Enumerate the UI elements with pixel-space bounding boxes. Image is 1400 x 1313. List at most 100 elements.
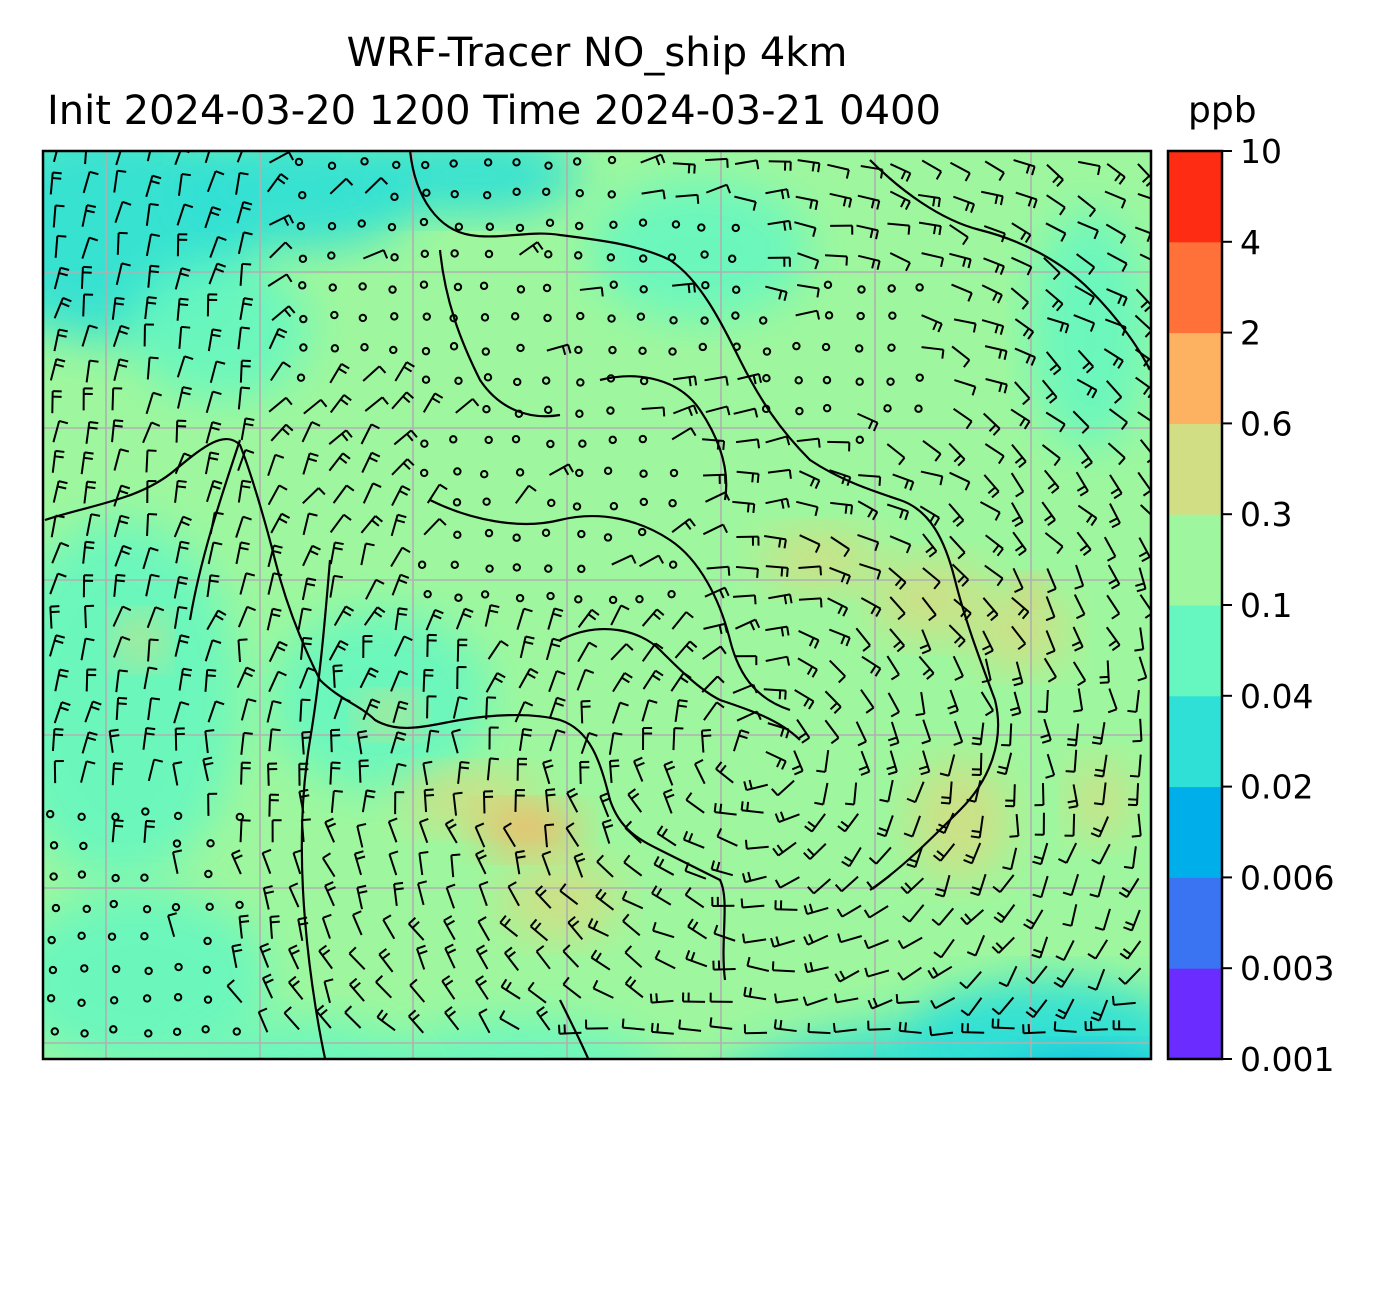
wind-barb	[948, 624, 966, 648]
barb-feather	[1087, 985, 1097, 991]
barb-feather	[991, 945, 1000, 954]
wind-barb	[301, 730, 312, 755]
barb-feather	[261, 947, 271, 954]
barb-feather	[300, 794, 310, 798]
wind-barb	[329, 513, 352, 533]
wind-barb	[732, 729, 750, 752]
barb-shaft	[204, 731, 209, 754]
barb-shaft	[147, 759, 156, 782]
barb-feather	[1053, 457, 1061, 467]
barb-feather	[289, 882, 299, 888]
barb-feather	[715, 761, 723, 770]
barb-shaft	[918, 193, 941, 200]
barb-shaft	[391, 574, 402, 596]
barb-shaft	[362, 698, 373, 721]
barb-shaft	[579, 762, 582, 785]
barb-shaft	[953, 598, 972, 615]
wind-barb	[330, 789, 343, 813]
barb-feather	[970, 203, 976, 213]
barb-feather	[937, 197, 941, 208]
barb-feather	[749, 621, 756, 631]
barb-feather	[394, 887, 404, 891]
barb-feather	[212, 639, 222, 644]
barb-shaft	[204, 639, 214, 662]
wind-barb	[209, 235, 227, 258]
wind-barb	[743, 986, 767, 1001]
colorbar-tick-label: 4	[1240, 223, 1261, 262]
barb-feather	[444, 979, 454, 987]
barb-feather	[837, 825, 846, 833]
barb-shaft	[115, 670, 120, 693]
barb-feather	[994, 324, 999, 334]
barb-feather	[937, 323, 943, 333]
barb-shaft	[1006, 965, 1018, 987]
barb-feather	[1079, 490, 1089, 497]
barb-shaft	[328, 429, 347, 445]
wind-barb	[456, 638, 468, 662]
field-patch	[115, 615, 165, 665]
wind-barb	[382, 914, 396, 940]
wind-barb	[949, 161, 971, 182]
barb-feather	[1091, 858, 1101, 865]
wind-barb	[992, 874, 1015, 893]
barb-feather	[621, 676, 630, 684]
barb-feather	[809, 477, 816, 487]
barb-feather	[86, 736, 97, 742]
barb-feather	[145, 732, 155, 736]
barb-shaft	[178, 326, 183, 349]
barb-feather	[272, 607, 282, 612]
wind-barb	[206, 609, 227, 631]
barb-feather	[378, 365, 387, 374]
barb-shaft	[1105, 626, 1121, 646]
barb-shaft	[49, 573, 59, 595]
barb-feather	[120, 550, 130, 556]
wind-barb	[796, 718, 811, 744]
barb-feather	[930, 999, 937, 1009]
barb-feather	[935, 171, 943, 180]
barb-feather	[627, 788, 637, 796]
wind-barb	[444, 1006, 460, 1031]
barb-feather	[88, 324, 98, 330]
barb-shaft	[706, 565, 729, 570]
calm-wind-circle	[668, 560, 678, 569]
barb-feather	[536, 1006, 545, 1013]
barb-shaft	[323, 981, 331, 1004]
wind-barb	[709, 992, 733, 1003]
calm-wind-circle	[514, 409, 524, 418]
wind-barb	[477, 916, 491, 942]
wind-barb	[622, 913, 641, 937]
barb-feather	[934, 893, 945, 898]
barb-feather	[215, 170, 225, 176]
barb-feather	[367, 672, 377, 678]
barb-feather	[791, 764, 801, 771]
barb-feather	[371, 519, 380, 527]
wind-barb	[1012, 661, 1024, 687]
barb-feather	[840, 573, 846, 583]
barb-shaft	[953, 195, 975, 206]
wind-barb	[266, 173, 289, 193]
wind-barb	[394, 607, 408, 631]
barb-feather	[665, 793, 675, 799]
coastline	[559, 999, 590, 1059]
wind-barb	[608, 759, 620, 784]
barb-feather	[693, 283, 696, 293]
calm-wind-circle	[389, 345, 398, 355]
wind-barb	[112, 324, 130, 347]
barb-feather	[271, 613, 281, 618]
wind-barb	[981, 319, 1005, 335]
wind-barb	[918, 193, 941, 208]
calm-wind-circle	[671, 220, 681, 229]
wind-barb	[205, 390, 222, 414]
wind-barb	[360, 542, 375, 566]
colorbar-tick-label: 0.001	[1240, 1040, 1334, 1079]
barb-shaft	[983, 474, 1000, 493]
barb-shaft	[82, 294, 86, 317]
barb-shaft	[362, 249, 385, 260]
calm-wind-circle	[482, 404, 491, 414]
barb-shaft	[333, 697, 343, 720]
barb-shaft	[806, 997, 828, 1007]
barb-feather	[1095, 768, 1105, 773]
barb-shaft	[174, 453, 185, 475]
wind-barb	[767, 722, 790, 739]
wind-barb	[328, 429, 353, 445]
